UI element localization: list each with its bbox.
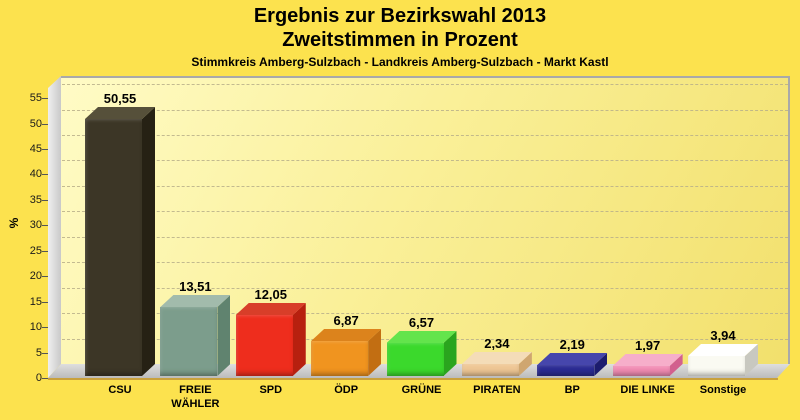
- gridline-10: [62, 313, 788, 315]
- gridline-30: [62, 211, 788, 213]
- chart-baseline: [48, 378, 778, 380]
- gridline-40: [62, 160, 788, 162]
- bar-sonstige-category-label: Sonstige: [699, 384, 747, 396]
- bar-bp-category-label: BP: [564, 384, 580, 396]
- bar-freie-waehler-front-face: [160, 307, 218, 376]
- y-tick-mark-55: [42, 98, 48, 100]
- y-tick-label-35: 35: [29, 193, 42, 206]
- bar-oedp-top-face: [311, 329, 381, 341]
- bar-piraten-top-face: [462, 352, 532, 364]
- y-tick-label-10: 10: [29, 321, 42, 334]
- bar-die-linke-shading: [613, 366, 670, 376]
- bar-bp-shading: [537, 365, 594, 376]
- y-tick-mark-5: [42, 352, 48, 354]
- bar-csu-value: 50,55: [103, 91, 137, 106]
- bar-sonstige-top-face: [688, 344, 758, 356]
- bar-sonstige-shading: [688, 356, 745, 376]
- bar-sonstige-front-face: [688, 356, 745, 376]
- bar-gruene-category-label: GRÜNE: [401, 384, 442, 396]
- bar-spd-category-label: SPD: [259, 384, 283, 396]
- bar-spd-top-face: [236, 303, 306, 315]
- bar-freie-waehler-shading: [160, 307, 217, 376]
- bar-spd-side-face: [293, 303, 306, 376]
- gridline-55: [62, 84, 788, 86]
- bar-gruene-value: 6,57: [408, 315, 435, 330]
- bar-oedp-side-face: [368, 329, 381, 376]
- bar-piraten-shading: [462, 364, 519, 376]
- y-tick-label-30: 30: [29, 219, 42, 232]
- bar-sonstige-value: 3,94: [710, 328, 736, 343]
- bar-piraten-category-label: PIRATEN: [473, 384, 521, 396]
- bar-oedp-category-label: ÖDP: [334, 384, 359, 396]
- y-tick-mark-35: [42, 199, 48, 201]
- y-tick-label-55: 55: [29, 92, 42, 105]
- y-tick-mark-10: [42, 327, 48, 329]
- gridline-45: [62, 134, 788, 136]
- bar-csu-side-face: [142, 107, 155, 376]
- y-tick-label-45: 45: [29, 142, 42, 155]
- bar-bp-top-face: [537, 353, 607, 365]
- bar-oedp-shading: [311, 341, 368, 376]
- chart-left-wall: [48, 76, 61, 378]
- y-tick-label-5: 5: [35, 346, 42, 359]
- bar-bp-front-face: [537, 365, 595, 376]
- bar-csu-category-label: CSU: [108, 384, 132, 396]
- y-tick-mark-15: [42, 301, 48, 303]
- gridline-20: [62, 262, 788, 264]
- bar-die-linke-value: 1,97: [634, 338, 661, 353]
- bar-die-linke-front-face: [612, 366, 670, 376]
- bar-gruene-side-face: [444, 331, 457, 376]
- gridline-25: [62, 236, 788, 238]
- y-tick-label-15: 15: [29, 295, 42, 308]
- bar-die-linke-top-face: [613, 354, 683, 366]
- y-tick-label-40: 40: [29, 168, 42, 181]
- bar-spd-value: 12,05: [254, 287, 288, 302]
- y-tick-mark-40: [42, 174, 48, 176]
- bar-freie-waehler-side-face: [217, 295, 230, 376]
- bar-die-linke-category-label: DIE LINKE: [620, 384, 675, 396]
- y-tick-mark-30: [42, 225, 48, 227]
- bar-piraten-front-face: [461, 364, 519, 376]
- bar-gruene-top-face: [387, 331, 457, 343]
- y-tick-label-20: 20: [29, 270, 42, 283]
- bar-freie-waehler-top-face: [160, 295, 230, 307]
- bar-bp-value: 2,19: [559, 337, 585, 352]
- y-tick-mark-0: [42, 378, 48, 379]
- bar-csu-front-face: [85, 119, 142, 376]
- y-tick-mark-50: [42, 123, 48, 125]
- y-tick-mark-25: [42, 250, 48, 252]
- bar-freie-waehler-category-label: FREIE WÄHLER: [171, 384, 220, 411]
- bar-spd-front-face: [235, 315, 293, 376]
- y-tick-mark-20: [42, 276, 48, 278]
- y-tick-label-50: 50: [29, 117, 42, 130]
- bar-csu-top-face: [85, 107, 155, 119]
- gridline-35: [62, 185, 788, 187]
- bar-gruene-shading: [387, 343, 444, 376]
- page-title: Ergebnis zur Bezirkswahl 2013: [253, 5, 547, 27]
- bar-piraten-value: 2,34: [484, 336, 510, 351]
- bar-oedp-front-face: [311, 341, 369, 376]
- y-tick-label-25: 25: [29, 244, 42, 257]
- page-caption: Stimmkreis Amberg-Sulzbach - Landkreis A…: [191, 55, 609, 69]
- y-tick-label-0: 0: [35, 372, 42, 384]
- page-subtitle: Zweitstimmen in Prozent: [282, 29, 518, 51]
- bar-spd-shading: [236, 315, 293, 376]
- gridline-50: [62, 109, 788, 111]
- y-tick-mark-45: [42, 148, 48, 150]
- bar-oedp-value: 6,87: [333, 313, 359, 328]
- bar-freie-waehler-value: 13,51: [179, 279, 212, 294]
- bar-gruene-front-face: [386, 343, 444, 376]
- gridline-15: [62, 287, 788, 289]
- bar-csu-shading: [85, 119, 142, 376]
